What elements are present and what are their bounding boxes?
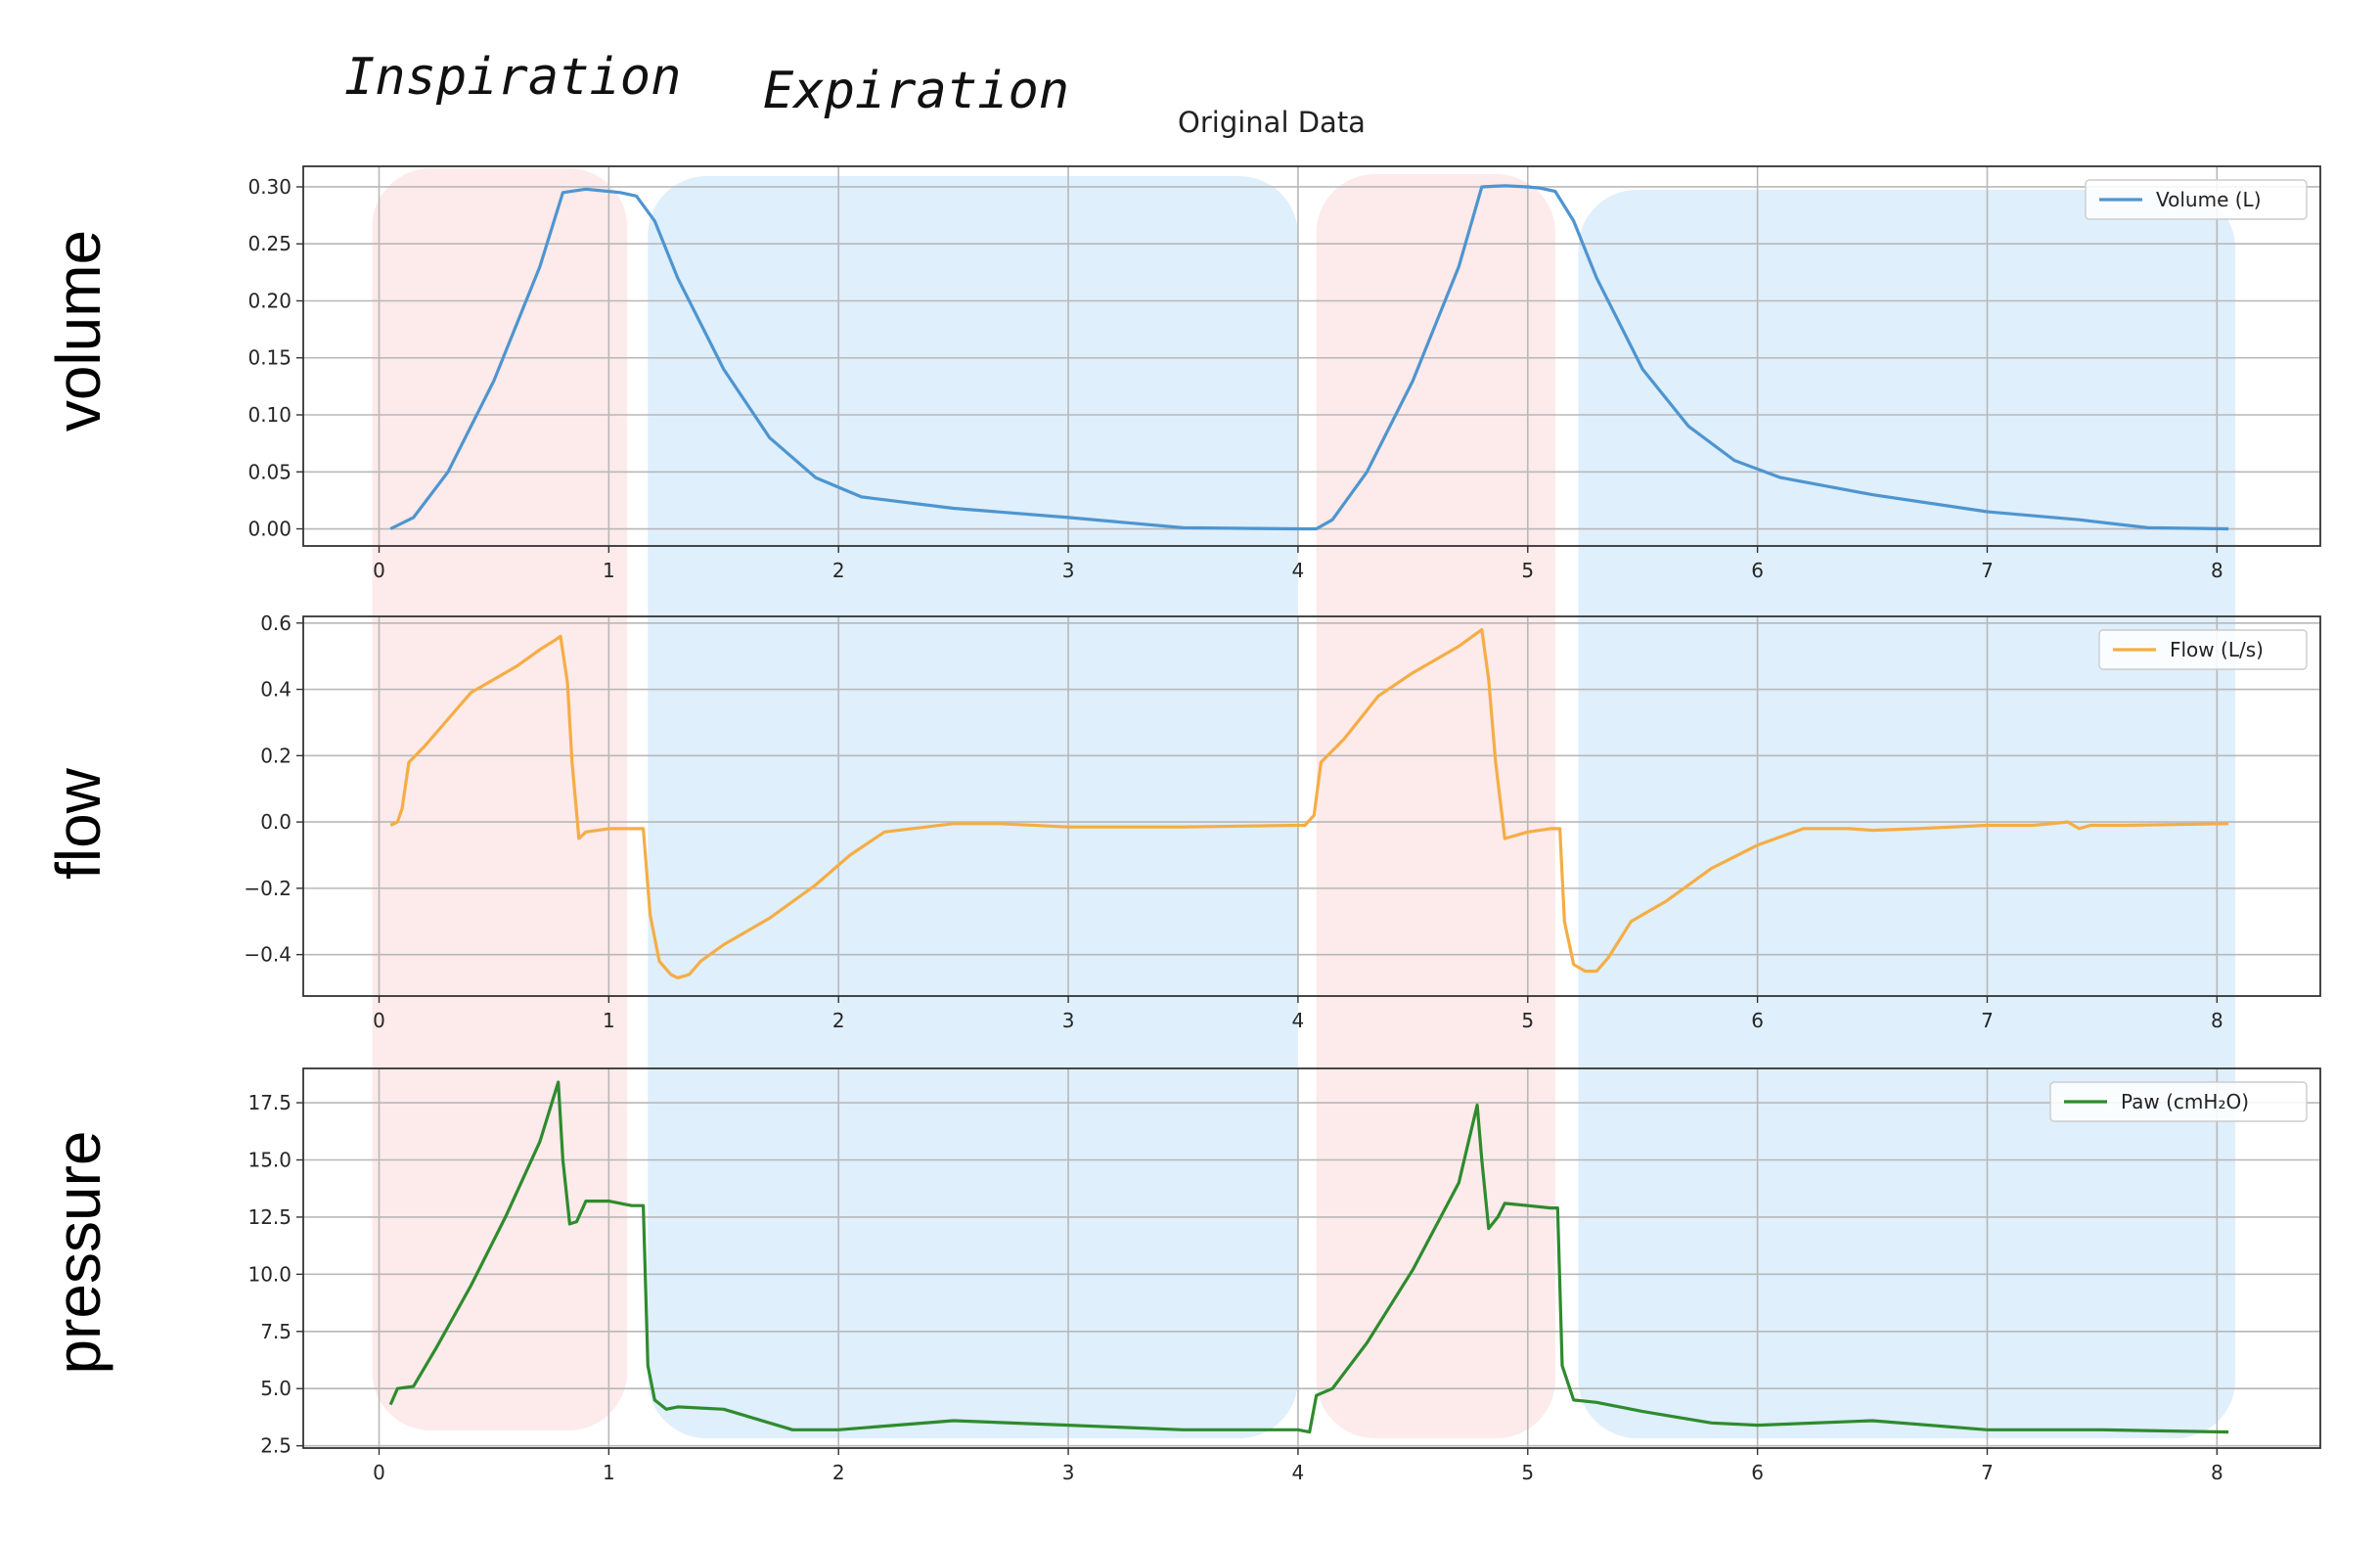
volume-axes-frame: [302, 165, 2321, 547]
pressure-axes-frame: [302, 1067, 2321, 1449]
pressure-ytick-label: 5.0: [260, 1377, 292, 1400]
pressure-ytick-label: 7.5: [260, 1320, 292, 1343]
pressure-xtick-label: 5: [1521, 1461, 1534, 1484]
flow-xtick-label: 5: [1521, 1009, 1534, 1032]
flow-panel: 0 1 2 3 4 5 6 7 8 0.6 0.4 0.2 0.0 −0.2 −0.4 Flow (L/s): [244, 612, 2321, 1032]
volume-legend-label: Volume (L): [2156, 188, 2262, 211]
expiration-band-2: [1578, 190, 2236, 1438]
side-label-flow: flow: [43, 767, 113, 880]
pressure-ytick-label: 2.5: [260, 1434, 292, 1458]
side-label-volume: volume: [43, 230, 113, 431]
pressure-xtick-label: 0: [373, 1461, 385, 1484]
flow-xtick-label: 1: [603, 1009, 615, 1032]
flow-xtick-label: 4: [1292, 1009, 1305, 1032]
pressure-xtick-label: 7: [1981, 1461, 1994, 1484]
volume-ytick-label: 0.20: [247, 289, 292, 312]
flow-ytick-label: 0.6: [260, 612, 292, 635]
flow-ytick-label: 0.4: [260, 678, 292, 702]
panels: 0 1 2 3 4 5 6 7 80.000.050.100.150.200.250.30Vol…: [244, 165, 2321, 1484]
flow-xtick-label: 8: [2211, 1009, 2223, 1032]
volume-xtick-label: 4: [1292, 559, 1305, 582]
side-label-pressure: pressure: [43, 1131, 113, 1375]
pressure-ytick-label: 12.5: [247, 1205, 292, 1229]
volume-xtick-label: 3: [1062, 559, 1075, 582]
volume-xtick-label: 5: [1521, 559, 1534, 582]
flow-axes-frame: [302, 615, 2321, 997]
flow-series-line: [389, 628, 2229, 979]
volume-series-line: [389, 184, 2229, 531]
pressure-xtick-label: 3: [1062, 1461, 1075, 1484]
flow-xtick-label: 2: [832, 1009, 845, 1032]
flow-ytick-label: 0.0: [260, 810, 292, 834]
inspiration-band-1: [372, 168, 628, 1430]
inspiration-band-2: [1316, 174, 1555, 1438]
volume-ytick-label: 0.15: [247, 346, 292, 370]
pressure-xtick-label: 6: [1751, 1461, 1764, 1484]
pressure-series-line: [388, 1080, 2229, 1434]
volume-ytick-label: 0.25: [247, 232, 292, 255]
volume-xtick-label: 1: [603, 559, 615, 582]
flow-legend-box: [2098, 629, 2308, 670]
volume-xtick-label: 0: [373, 559, 385, 582]
flow-legend-label: Flow (L/s): [2170, 638, 2264, 661]
volume-xtick-label: 7: [1981, 559, 1994, 582]
chart-title: Original Data: [1178, 106, 1366, 139]
pressure-xtick-label: 1: [603, 1461, 615, 1484]
expiration-annotation: Expiration: [763, 62, 1069, 120]
pressure-panel: 0 1 2 3 4 5 6 7 8 2.5 5.0 7.5 10.0 12.5 15.0 17.5 Paw (c…: [247, 1067, 2321, 1484]
flow-ytick-label: −0.2: [244, 877, 292, 900]
expiration-band-1: [648, 176, 1298, 1438]
volume-ytick-label: 0.30: [247, 175, 292, 199]
volume-ytick-label: 0.10: [247, 403, 292, 427]
pressure-ytick-label: 10.0: [247, 1262, 292, 1286]
pressure-legend-label: Paw (cmH₂O): [2121, 1090, 2249, 1113]
volume-legend-box: [2085, 179, 2308, 220]
inspiration-annotation: Inspiration: [344, 48, 681, 107]
flow-xtick-label: 0: [373, 1009, 385, 1032]
pressure-xtick-label: 2: [832, 1461, 845, 1484]
volume-ytick-label: 0.05: [247, 460, 292, 483]
flow-xtick-label: 3: [1062, 1009, 1075, 1032]
volume-ytick-label: 0.00: [247, 518, 292, 541]
volume-xtick-label: 2: [832, 559, 845, 582]
phase-bands: [372, 168, 2236, 1438]
flow-xtick-label: 6: [1751, 1009, 1764, 1032]
volume-panel: 0 1 2 3 4 5 6 7 8 0.00 0.05 0.10 0.15 0.20 0.25 0.30 Vol…: [247, 165, 2321, 582]
flow-ytick-label: −0.4: [244, 943, 292, 967]
pressure-legend-box: [2049, 1081, 2308, 1122]
flow-ytick-label: 0.2: [260, 744, 292, 767]
pressure-xtick-label: 4: [1292, 1461, 1305, 1484]
pressure-xtick-label: 8: [2211, 1461, 2223, 1484]
flow-xtick-label: 7: [1981, 1009, 1994, 1032]
volume-xtick-label: 6: [1751, 559, 1764, 582]
pressure-ytick-label: 17.5: [247, 1091, 292, 1114]
volume-xtick-label: 8: [2211, 559, 2223, 582]
pressure-ytick-label: 15.0: [247, 1148, 292, 1171]
